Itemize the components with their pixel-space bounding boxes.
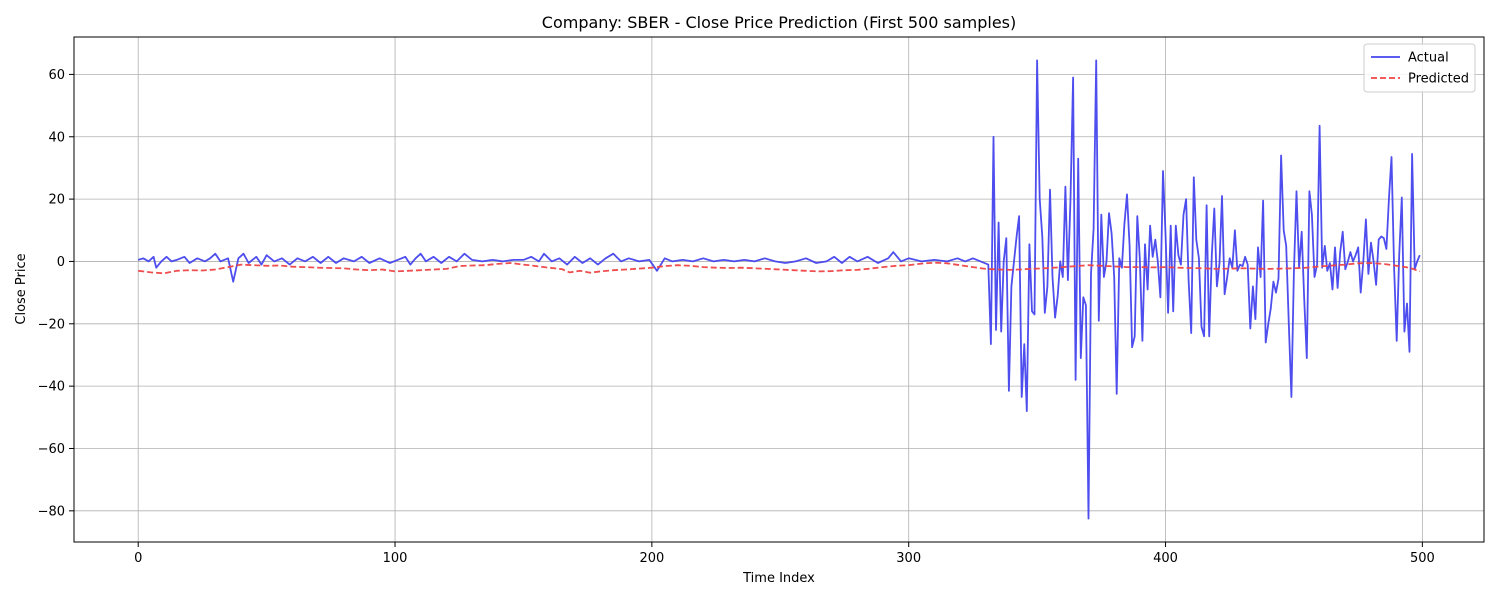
series-line-actual (137, 59, 1421, 520)
chart-title: Company: SBER - Close Price Prediction (… (542, 13, 1016, 32)
plot-frame (73, 36, 1485, 543)
legend: Actual Predicted (1363, 43, 1476, 93)
y-tick-label: −40 (38, 380, 65, 395)
x-axis-label: Time Index (742, 571, 815, 586)
x-tick-label: 100 (383, 551, 408, 566)
grid (74, 37, 1484, 542)
x-tick-label: 500 (1410, 551, 1435, 566)
y-tick-label: 20 (48, 193, 65, 208)
legend-label-predicted: Predicted (1408, 72, 1469, 87)
y-axis-label: Close Price (14, 253, 29, 324)
y-tick-label: 40 (48, 130, 65, 145)
x-tick-label: 400 (1153, 551, 1178, 566)
series-line-predicted (138, 261, 1421, 275)
y-tick-label: 0 (57, 255, 65, 270)
legend-box (1363, 43, 1476, 93)
y-axis: −80 −60 −40 −20 0 20 40 60 (38, 68, 74, 519)
legend-label-actual: Actual (1408, 51, 1449, 66)
x-tick-label: 200 (639, 551, 664, 566)
y-tick-label: −80 (38, 504, 65, 519)
y-tick-label: 60 (48, 68, 65, 83)
y-tick-label: −60 (38, 442, 65, 457)
plot-area (137, 59, 1421, 520)
x-tick-label: 300 (896, 551, 921, 566)
x-tick-label: 0 (134, 551, 142, 566)
x-axis: 0 100 200 300 400 500 (134, 542, 1435, 566)
y-tick-label: −20 (38, 317, 65, 332)
